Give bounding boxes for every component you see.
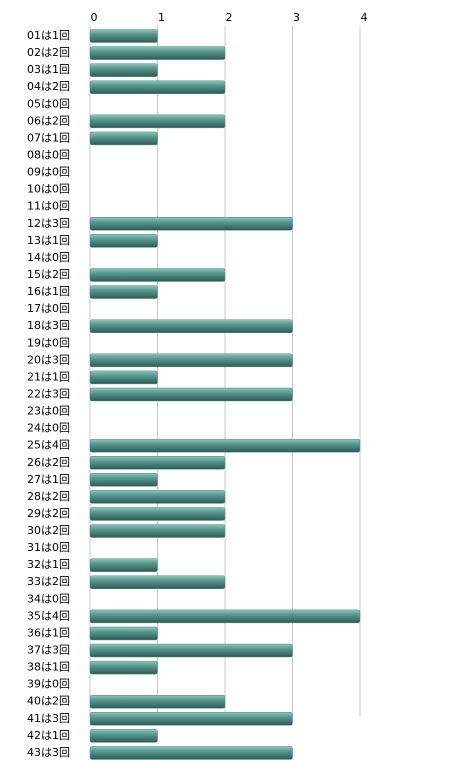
y-tick-label: 15は2回 <box>27 268 70 281</box>
y-tick-label: 26は2回 <box>27 456 70 469</box>
bar <box>89 643 293 658</box>
bar <box>89 507 226 521</box>
bar <box>89 234 158 248</box>
y-tick-label: 40は2回 <box>27 695 70 708</box>
x-tick-label: 1 <box>158 11 165 24</box>
y-tick-label: 28は2回 <box>27 490 70 503</box>
y-tick-label: 24は0回 <box>27 422 70 435</box>
y-tick-label: 16は1回 <box>27 285 70 298</box>
y-tick-label: 37は3回 <box>27 644 70 657</box>
bar <box>89 729 158 743</box>
bar <box>89 558 158 572</box>
bar <box>89 319 293 333</box>
y-tick-label: 32は1回 <box>27 558 70 571</box>
bar <box>89 217 293 231</box>
y-tick-label: 25は4回 <box>27 439 70 452</box>
y-tick-label: 09は0回 <box>27 166 70 179</box>
y-tick-label: 23は0回 <box>27 405 70 418</box>
y-tick-label: 17は0回 <box>27 302 70 315</box>
y-tick-label: 02は2回 <box>27 46 70 59</box>
bar <box>89 387 293 402</box>
bar <box>89 524 226 538</box>
y-tick-label: 06は2回 <box>27 114 70 127</box>
bar <box>89 285 158 299</box>
y-tick-label: 19は0回 <box>27 336 70 349</box>
bar <box>89 609 361 624</box>
y-tick-label: 38は1回 <box>27 661 70 674</box>
y-tick-label: 18は3回 <box>27 319 70 332</box>
y-tick-label: 34は0回 <box>27 592 70 605</box>
bar <box>89 63 158 77</box>
y-tick-label: 31は0回 <box>27 541 70 554</box>
bar <box>89 114 226 129</box>
bar <box>89 131 158 146</box>
bar <box>89 575 226 589</box>
bar <box>89 29 158 43</box>
bar <box>89 490 226 504</box>
bar <box>89 438 361 453</box>
y-tick-label: 36は1回 <box>27 626 70 639</box>
bar <box>89 712 293 726</box>
bar <box>89 80 226 94</box>
y-tick-label: 11は0回 <box>27 200 70 213</box>
y-tick-label: 43は3回 <box>27 746 70 759</box>
bar <box>89 473 158 487</box>
y-tick-label: 12は3回 <box>27 217 70 230</box>
y-tick-label: 30は2回 <box>27 524 70 537</box>
bar <box>89 268 226 282</box>
bar <box>89 46 226 60</box>
y-tick-label: 01は1回 <box>27 29 70 42</box>
y-tick-label: 04は2回 <box>27 80 70 93</box>
y-tick-label: 29は2回 <box>27 507 70 520</box>
y-tick-label: 33は2回 <box>27 575 70 588</box>
y-tick-label: 42は1回 <box>27 729 70 742</box>
y-tick-label: 41は3回 <box>27 712 70 725</box>
y-tick-label: 14は0回 <box>27 251 70 264</box>
x-tick-label: 3 <box>293 11 300 24</box>
y-tick-label: 22は3回 <box>27 387 70 400</box>
y-tick-label: 13は1回 <box>27 234 70 247</box>
bar <box>89 660 158 675</box>
x-tick-label: 4 <box>361 11 368 24</box>
y-tick-label: 03は1回 <box>27 63 70 76</box>
y-tick-label: 10は0回 <box>27 183 70 196</box>
y-tick-label: 05は0回 <box>27 97 70 110</box>
y-tick-label: 08は0回 <box>27 148 70 161</box>
x-tick-label: 2 <box>226 11 233 24</box>
bar <box>89 694 226 709</box>
y-tick-label: 39は0回 <box>27 678 70 691</box>
bar <box>89 353 293 368</box>
y-tick-label: 21は1回 <box>27 370 70 383</box>
y-tick-label: 35は4回 <box>27 609 70 622</box>
y-tick-label: 20は3回 <box>27 353 70 366</box>
y-tick-label: 27は1回 <box>27 473 70 486</box>
y-tick-label: 07は1回 <box>27 131 70 144</box>
bar <box>89 626 158 641</box>
bar <box>89 746 293 760</box>
bar <box>89 370 158 385</box>
bar <box>89 456 226 470</box>
x-tick-label: 0 <box>91 11 98 24</box>
